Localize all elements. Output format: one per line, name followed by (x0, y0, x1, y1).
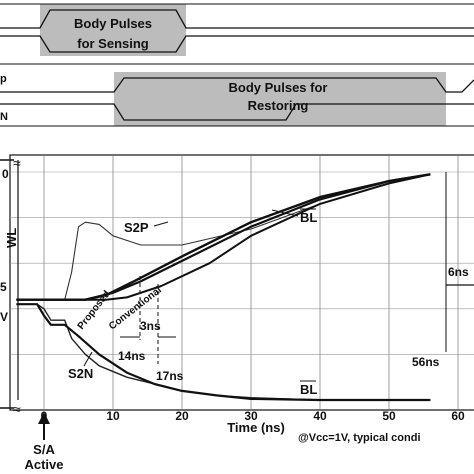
condition-note: @Vcc=1V, typical condi (298, 432, 421, 444)
s2n-leader (83, 351, 93, 367)
series-line-bl-5 (16, 303, 431, 402)
t6-label: 6ns (448, 265, 469, 279)
x-tick-label-1: 10 (106, 409, 120, 423)
y-low-mark: V (0, 310, 8, 324)
t14-label: 14ns (118, 349, 146, 363)
t17-label: 17ns (156, 369, 184, 383)
sensing-pulse-lower (0, 35, 474, 53)
y-top-mark: 0 (2, 167, 9, 181)
restoring-label-line1: Body Pulses for (229, 80, 328, 95)
x-tick-label-0: 0 (41, 409, 48, 423)
sa-label-line2: Active (24, 457, 63, 472)
timing-diagram: Body Pulses for Sensing Body Pulses for … (0, 3, 474, 127)
t56-label: 56ns (412, 355, 440, 369)
sensing-pulse-upper (0, 9, 474, 29)
s2p-leader (153, 221, 169, 227)
x-tick-label-2: 20 (175, 409, 189, 423)
bl-top-leader (271, 209, 299, 217)
bl-bottom-label: BL (300, 382, 317, 397)
annotations: S2P BL Proposed Conventional S2N BL 3ns … (24, 172, 474, 472)
t3-label: 3ns (140, 319, 161, 333)
left-axis: ≈ ≈ 0 5 V WL (0, 155, 21, 417)
sensing-label-line2: for Sensing (77, 36, 149, 51)
x-tick-label-6: 60 (451, 409, 465, 423)
x-axis-title: Time (ns) (227, 420, 285, 435)
restoring-pulse-upper (0, 77, 474, 93)
series-line-conventional-3 (16, 173, 431, 301)
plot-frame (9, 154, 474, 411)
x-tick-label-3: 30 (244, 409, 258, 423)
y-mid-mark: 5 (0, 280, 7, 294)
restoring-pulse-band (114, 72, 446, 126)
x-tick-label-4: 40 (313, 409, 327, 423)
sensing-pulse-band (40, 4, 186, 56)
series-line-s2n-4 (16, 303, 431, 401)
sa-arrowhead (38, 412, 50, 424)
wl-label: WL (4, 228, 19, 248)
sa-label-line1: S/A (33, 442, 55, 457)
pulse-n-label: N (0, 111, 8, 123)
x-tick-labels: 0 10 20 30 40 50 60 (41, 409, 465, 423)
restoring-pulse-lower (0, 103, 474, 121)
break-mark-bottom: ≈ (13, 401, 21, 417)
x-tick-label-5: 50 (382, 409, 396, 423)
s2n-label: S2N (68, 366, 93, 381)
pulse-p-label: p (0, 73, 7, 85)
plot-border (9, 154, 474, 411)
sensing-label-line1: Body Pulses (74, 16, 152, 31)
restoring-label-line2: Restoring (248, 98, 309, 113)
break-mark-top: ≈ (13, 155, 21, 171)
bl-top-label: BL (300, 210, 317, 225)
s2p-label: S2P (124, 220, 149, 235)
series-layer (16, 173, 431, 402)
series-line-proposed-2 (16, 173, 431, 301)
